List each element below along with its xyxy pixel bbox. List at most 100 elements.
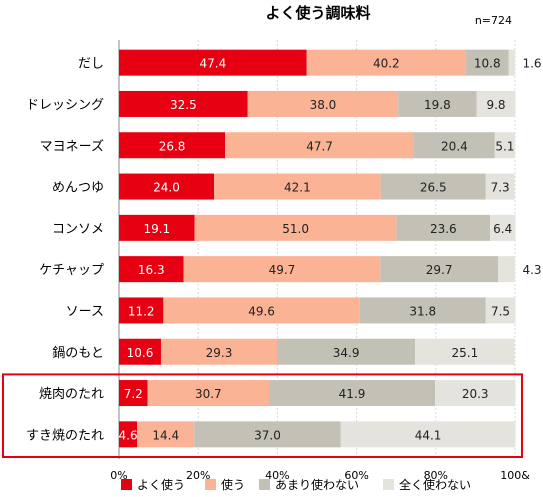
- data-label: 9.8: [486, 98, 505, 112]
- data-label: 41.9: [339, 387, 366, 401]
- data-label: 24.0: [153, 181, 180, 195]
- data-label: 16.3: [138, 263, 165, 277]
- x-axis-ticks: 0% 20% 40% 60% 80% 100&: [110, 469, 530, 482]
- bar-segment: [508, 49, 515, 76]
- data-label: 4.3: [522, 263, 541, 277]
- data-label: 11.2: [128, 304, 155, 318]
- x-tick-label: 20%: [186, 469, 210, 482]
- data-label: 29.7: [426, 263, 453, 277]
- data-label: 7.2: [124, 387, 143, 401]
- legend-swatch: [259, 479, 270, 490]
- data-label: 14.4: [152, 428, 179, 442]
- category-label: ソース: [66, 304, 104, 319]
- data-label: 7.3: [491, 181, 510, 195]
- category-label: 焼肉のたれ: [39, 387, 104, 402]
- legend-label: よく使う: [137, 477, 185, 492]
- data-label: 47.4: [199, 57, 226, 71]
- bar-segment: [194, 421, 341, 448]
- data-label: 25.1: [452, 346, 479, 360]
- category-label: だし: [78, 57, 104, 72]
- data-label: 34.9: [333, 346, 360, 360]
- category-label: マヨネーズ: [40, 138, 104, 154]
- bar-segment: [380, 256, 498, 283]
- bar-segment: [485, 173, 515, 200]
- sample-size-note: n=724: [475, 14, 512, 27]
- bar-segment: [359, 297, 486, 324]
- bar-segment: [435, 380, 516, 407]
- data-label: 6.4: [493, 222, 512, 236]
- data-label: 37.0: [254, 428, 281, 442]
- highlight-frame: [2, 373, 523, 458]
- highlight-box: [2, 373, 523, 458]
- bar-segment: [183, 256, 381, 283]
- x-tick-label: 80%: [424, 469, 448, 482]
- bar-segment: [119, 49, 307, 76]
- bar-segment: [340, 421, 516, 448]
- category-label: ケチャップ: [39, 263, 104, 278]
- data-label: 26.8: [159, 139, 186, 153]
- bar-segment: [119, 256, 184, 283]
- bar-segment: [137, 421, 195, 448]
- legend-swatch: [383, 479, 394, 490]
- data-label: 10.8: [474, 57, 501, 71]
- bar-segment: [497, 256, 515, 283]
- data-label: 51.0: [282, 222, 309, 236]
- data-label: 26.5: [420, 181, 447, 195]
- data-label: 5.1: [495, 139, 514, 153]
- bar-segment: [494, 132, 515, 159]
- bar-segment: [465, 49, 509, 76]
- bar-segment: [147, 380, 270, 407]
- bar-segment: [119, 380, 148, 407]
- data-label: 20.3: [462, 387, 489, 401]
- data-label: 32.5: [170, 98, 197, 112]
- bar-segment: [398, 90, 477, 117]
- legend: よく使う 使う あまり使わない 全く使わない: [121, 477, 471, 492]
- bar-segment: [277, 338, 416, 365]
- legend-label: 使う: [221, 477, 245, 492]
- bar-segment: [380, 173, 486, 200]
- bar-segment: [119, 421, 138, 448]
- bar-segment: [415, 338, 515, 365]
- data-label: 40.2: [373, 57, 400, 71]
- category-label: 鍋のもと: [52, 345, 104, 361]
- bar-segment: [119, 338, 161, 365]
- x-tick-label: 40%: [265, 469, 289, 482]
- bar-segment: [476, 90, 516, 117]
- bar-segment: [160, 338, 278, 365]
- bar-segment: [490, 214, 516, 241]
- x-tick-label: 60%: [344, 469, 368, 482]
- data-label: 7.5: [491, 304, 510, 318]
- data-label: 44.1: [415, 428, 442, 442]
- data-label: 30.7: [195, 387, 222, 401]
- chart-title: よく使う調味料: [265, 4, 370, 22]
- data-label: 49.7: [269, 263, 296, 277]
- x-tick-label: 0%: [110, 469, 127, 482]
- bars: 47.4 40.2 10.8 1.6 32.5 38.0 19.8 9.8 26.8 47.7 20…: [119, 49, 542, 448]
- bar-segment: [119, 132, 226, 159]
- bar-segment: [247, 90, 399, 117]
- category-label: コンソメ: [52, 222, 104, 237]
- legend-label: 全く使わない: [399, 477, 471, 492]
- data-label: 19.8: [424, 98, 451, 112]
- bar-segment: [306, 49, 466, 76]
- category-label: すき焼のたれ: [26, 428, 104, 443]
- legend-swatch: [121, 479, 132, 490]
- data-label: 42.1: [284, 181, 311, 195]
- data-label: 10.6: [127, 346, 154, 360]
- legend-label: あまり使わない: [275, 477, 359, 492]
- bar-segment: [119, 214, 195, 241]
- data-label: 49.6: [248, 304, 275, 318]
- data-label: 31.8: [409, 304, 436, 318]
- category-labels: だしドレッシングマヨネーズめんつゆコンソメケチャップソース鍋のもと焼肉のたれすき…: [26, 57, 104, 444]
- data-label: 47.7: [306, 139, 333, 153]
- data-label: 20.4: [441, 139, 468, 153]
- bar-segment: [485, 297, 516, 324]
- bar-segment: [119, 90, 248, 117]
- category-label: めんつゆ: [52, 181, 104, 196]
- data-label: 29.3: [206, 346, 233, 360]
- bar-segment: [414, 132, 495, 159]
- legend-swatch: [205, 479, 216, 490]
- category-label: ドレッシング: [26, 98, 104, 113]
- bar-segment: [194, 214, 397, 241]
